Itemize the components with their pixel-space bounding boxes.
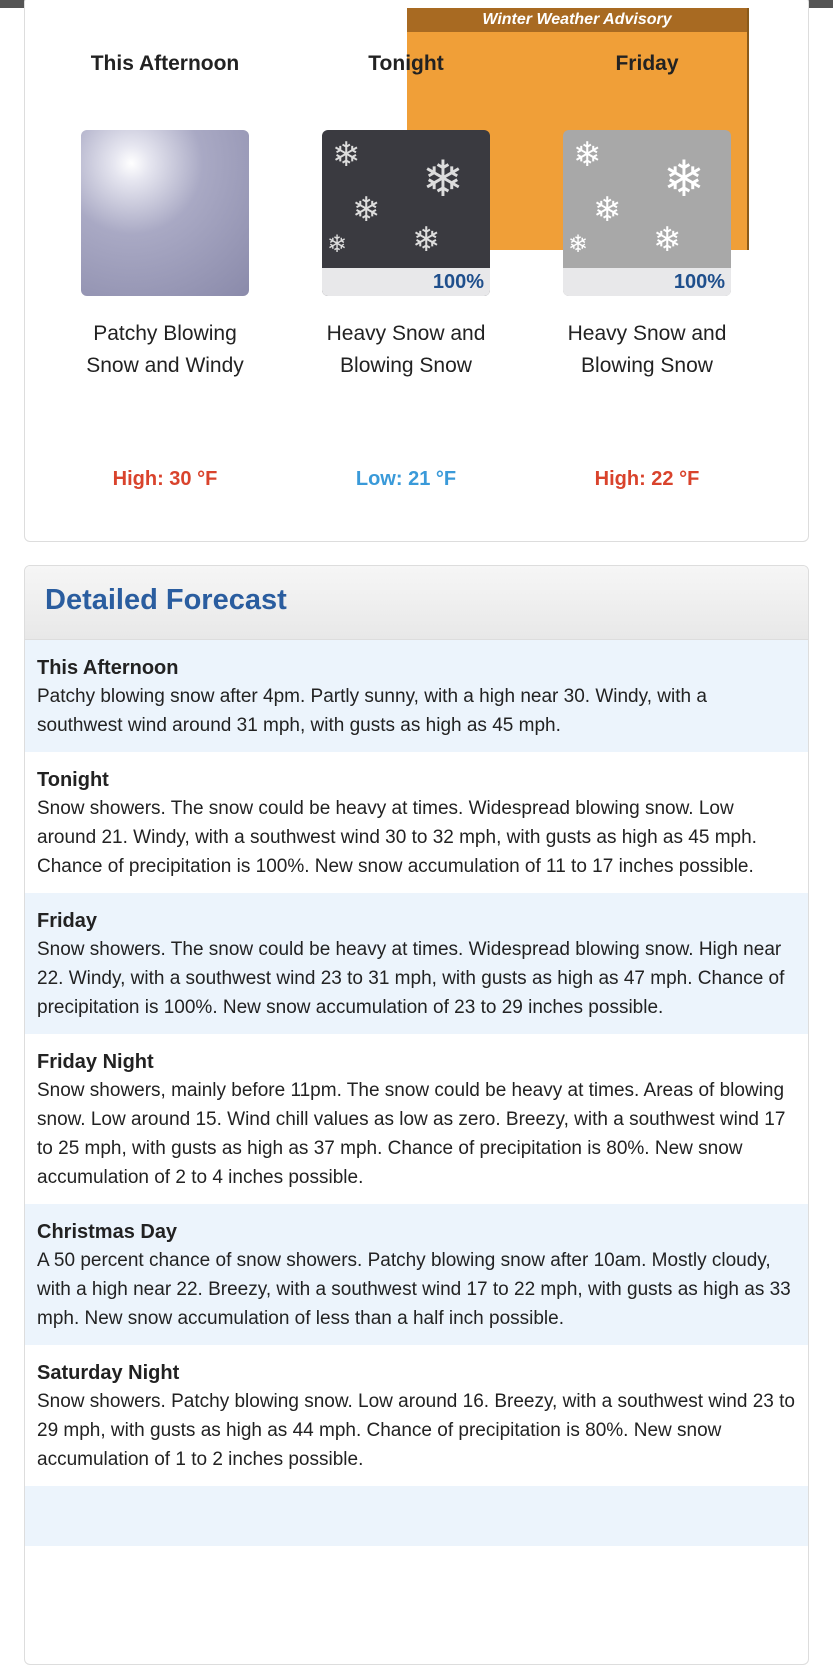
row-period: This Afternoon <box>37 657 179 679</box>
row-period: Friday <box>37 910 98 932</box>
section-title: Detailed Forecast <box>25 566 808 640</box>
detailed-forecast-card: Detailed Forecast This Afternoon Patchy b… <box>24 565 809 1665</box>
period-name: This Afternoon <box>90 52 240 75</box>
row-text: Snow showers, mainly before 11pm. The sn… <box>37 1080 786 1188</box>
row-period: Saturday Night <box>37 1362 180 1384</box>
row-period: Tonight <box>37 769 109 791</box>
row-text: Patchy blowing snow after 4pm. Partly su… <box>37 686 707 736</box>
period-desc: Heavy Snow and Blowing Snow <box>567 322 727 377</box>
heavy-snow-icon[interactable]: ❄ ❄ ❄ ❄ ❄ 100% <box>322 130 490 296</box>
row-text: A 50 percent chance of snow showers. Pat… <box>37 1250 791 1329</box>
row-text: Snow showers. The snow could be heavy at… <box>37 939 785 1018</box>
period-name: Friday <box>615 52 679 75</box>
period-tonight: Tonight ❄ ❄ ❄ ❄ ❄ 100% Heavy Snow and Blowin… <box>306 48 506 491</box>
period-name: Tonight <box>368 52 444 75</box>
forecast-row: This Afternoon Patchy blowing snow after … <box>25 640 808 752</box>
period-friday: Friday ❄ ❄ ❄ ❄ ❄ 100% Heavy Snow and Blowing… <box>547 48 747 491</box>
forecast-row: Saturday Night Snow showers. Patchy blowi… <box>25 1345 808 1486</box>
period-temp: Low: 21 °F <box>355 468 457 490</box>
advisory-label[interactable]: Winter Weather Advisory <box>407 8 747 32</box>
forecast-row <box>25 1486 808 1546</box>
heavy-snow-icon[interactable]: ❄ ❄ ❄ ❄ ❄ 100% <box>563 130 731 296</box>
forecast-row: Christmas Day A 50 percent chance of snow… <box>25 1204 808 1345</box>
row-text: Snow showers. The snow could be heavy at… <box>37 798 757 877</box>
precip-chance: 100% <box>322 268 490 296</box>
period-desc: Heavy Snow and Blowing Snow <box>326 322 486 377</box>
patchy-blowing-snow-icon[interactable] <box>81 130 249 296</box>
forecast-row: Tonight Snow showers. The snow could be h… <box>25 752 808 893</box>
row-period: Christmas Day <box>37 1221 178 1243</box>
period-this-afternoon: This Afternoon Patchy Blowing Snow and W… <box>65 48 265 491</box>
forecast-row: Friday Snow showers. The snow could be he… <box>25 893 808 1034</box>
row-text: Snow showers. Patchy blowing snow. Low a… <box>37 1391 795 1470</box>
detailed-forecast-list: This Afternoon Patchy blowing snow after … <box>25 640 808 1546</box>
precip-chance: 100% <box>563 268 731 296</box>
forecast-row: Friday Night Snow showers, mainly before … <box>25 1034 808 1204</box>
period-temp: High: 22 °F <box>594 468 700 490</box>
period-desc: Patchy Blowing Snow and Windy <box>86 322 244 377</box>
period-temp: High: 30 °F <box>112 468 218 490</box>
row-period: Friday Night <box>37 1051 154 1073</box>
